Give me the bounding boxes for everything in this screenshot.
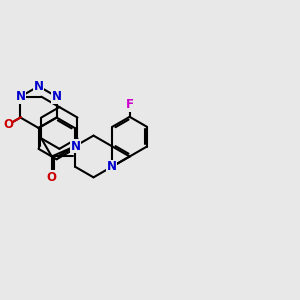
Text: F: F xyxy=(126,98,134,111)
Text: N: N xyxy=(52,90,61,103)
Text: N: N xyxy=(34,80,44,93)
Text: N: N xyxy=(70,140,80,152)
Text: O: O xyxy=(3,118,13,131)
Text: N: N xyxy=(106,160,117,173)
Text: N: N xyxy=(15,90,26,103)
Text: O: O xyxy=(47,171,57,184)
